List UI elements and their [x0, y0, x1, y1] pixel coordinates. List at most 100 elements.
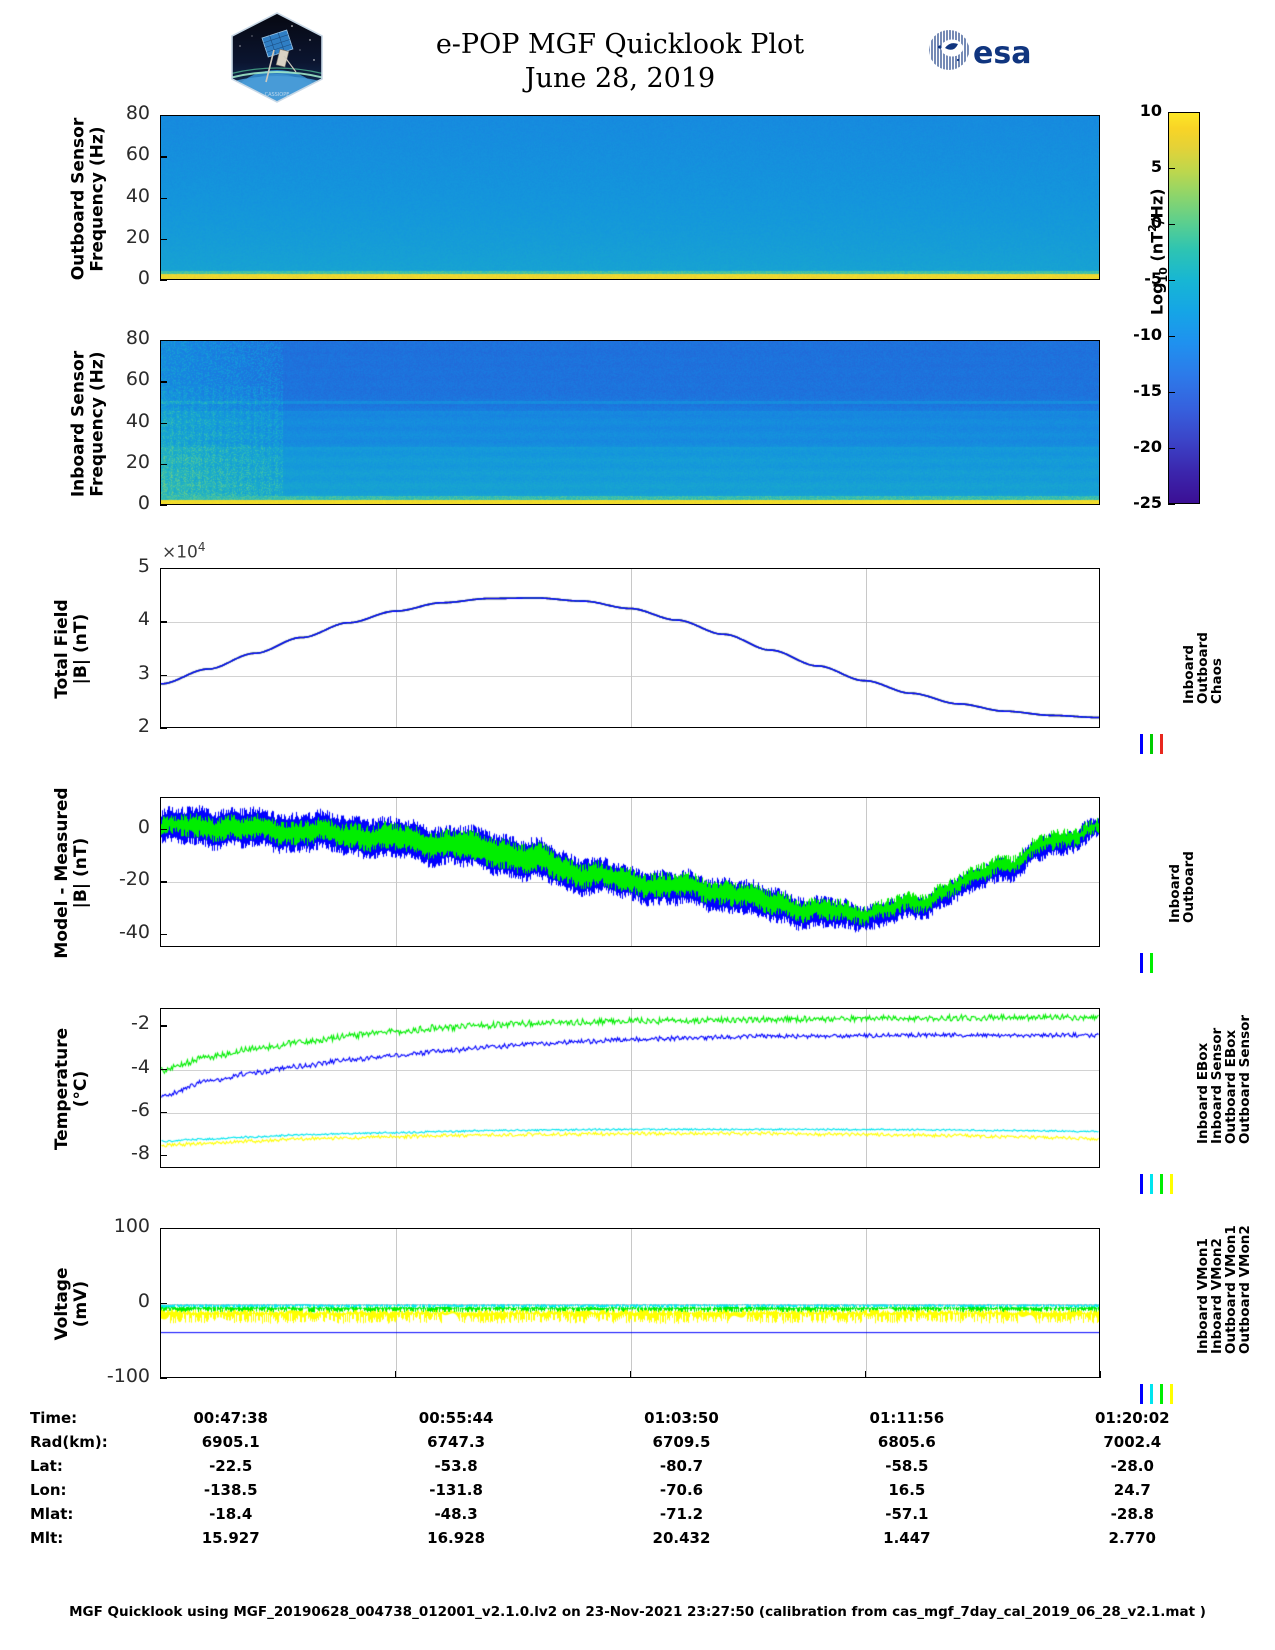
legend-swatches-temperature — [1140, 1174, 1173, 1194]
legend-color-swatch — [1160, 1384, 1163, 1404]
xaxis-row-label: Lat: — [30, 1457, 63, 1475]
ytick-mark — [160, 381, 167, 383]
xaxis-row-label: Rad(km): — [30, 1433, 108, 1451]
legend-swatches-model-minus-measured — [1140, 953, 1153, 973]
xaxis-table-row: Lon: -138.5 -131.8 -70.6 16.5 24.7 — [30, 1478, 1245, 1502]
legend-color-swatch — [1160, 1174, 1163, 1194]
legend-entry-label: Outboard VMon1 — [1223, 1225, 1239, 1354]
legend-entry-label: Inboard Sensor — [1209, 1027, 1225, 1144]
xaxis-row-value: 15.927 — [201, 1529, 260, 1547]
legend-entry-label: Outboard VMon2 — [1237, 1225, 1253, 1354]
panel-ylabel-model-minus-measured: Model - Measured |B| (nT) — [52, 763, 91, 983]
legend-color-swatch — [1150, 1174, 1153, 1194]
ytick-label: 4 — [137, 608, 150, 631]
ylabel-line-2: |B| (nT) — [71, 837, 91, 909]
legend-model-minus-measured: Inboard Outboard — [1167, 851, 1197, 923]
colorbar-tick-mark — [1168, 112, 1175, 114]
xtick-mark — [630, 1371, 632, 1378]
ytick-label: 2 — [137, 715, 150, 737]
ytick-mark — [160, 1155, 167, 1157]
ytick-mark — [160, 463, 167, 466]
legend-temperature: Inboard EBox Inboard Sensor Outboard EBox O… — [1195, 1015, 1253, 1144]
xaxis-row-value: 01:11:56 — [869, 1409, 945, 1427]
ylabel-line-2: (°C) — [71, 1070, 91, 1108]
legend-swatches-voltage — [1140, 1384, 1173, 1404]
legend-voltage: Inboard VMon1 Inboard VMon2 Outboard VMon1… — [1195, 1225, 1253, 1354]
colorbar-tick-label: 0 — [1150, 213, 1162, 232]
colorbar-tick-label: 10 — [1139, 101, 1162, 120]
panel-ylabel-voltage: Voltage (mV) — [52, 1194, 91, 1414]
xaxis-row-label: Lon: — [30, 1481, 67, 1499]
colorbar-tick-mark — [1168, 336, 1175, 338]
colorbar-tick-label: 5 — [1150, 157, 1162, 176]
page-title-block: e-POP MGF Quicklook Plot June 28, 2019 — [330, 28, 910, 96]
ytick-label: -40 — [118, 920, 150, 943]
ytick-mark — [160, 197, 167, 199]
colorbar-tick-label: -10 — [1133, 325, 1162, 344]
esa-wordmark: esa — [973, 36, 1031, 71]
ytick-mark — [160, 1303, 167, 1305]
ytick-mark — [160, 280, 167, 282]
xaxis-row-value: -71.2 — [659, 1505, 704, 1523]
ytick-label: -6 — [131, 1098, 150, 1121]
panel-inboard-spectrogram — [160, 340, 1100, 505]
footer-note: MGF Quicklook using MGF_20190628_004738_… — [69, 1604, 1206, 1620]
colorbar — [1168, 112, 1200, 504]
xaxis-table-row: Rad(km): 6905.1 6747.3 6709.5 6805.6 7002.4 — [30, 1430, 1245, 1454]
ytick-label: 60 — [125, 143, 150, 166]
colorbar-title: Log10 (nT2/Hz) — [1146, 188, 1170, 316]
colorbar-tick-mark — [1168, 280, 1175, 282]
panel-outboard-spectrogram — [160, 115, 1100, 280]
ytick-label: -100 — [106, 1365, 150, 1387]
legend-color-swatch — [1160, 734, 1163, 754]
legend-entry-label: Chaos — [1209, 658, 1225, 704]
xaxis-row-label: Mlat: — [30, 1505, 74, 1523]
ytick-mark — [160, 340, 167, 342]
xaxis-row-value: 16.5 — [888, 1481, 926, 1499]
xaxis-row-value: -28.8 — [1110, 1505, 1154, 1523]
xaxis-row-value: -53.8 — [434, 1457, 478, 1475]
legend-color-swatch — [1140, 734, 1143, 754]
ytick-mark — [160, 1228, 167, 1230]
page-date: June 28, 2019 — [524, 62, 716, 94]
xtick-mark — [160, 1371, 162, 1378]
xaxis-row-label: Time: — [30, 1409, 78, 1427]
ytick-mark — [160, 728, 167, 730]
panel-total-field — [160, 568, 1100, 728]
legend-color-swatch — [1150, 734, 1153, 754]
exponent-power: 4 — [197, 540, 206, 554]
xaxis-row-value: -28.0 — [1110, 1457, 1154, 1475]
colorbar-tick-mark — [1168, 448, 1175, 450]
legend-color-swatch — [1140, 1384, 1143, 1404]
ytick-label: 0 — [137, 267, 150, 289]
xaxis-row-value: -22.5 — [209, 1457, 253, 1475]
plot-canvas — [161, 116, 1099, 279]
cassiope-mission-logo: CASSIOPE — [222, 10, 332, 105]
xtick-mark — [1100, 1371, 1102, 1378]
ytick-label: -8 — [131, 1142, 150, 1165]
plot-canvas — [161, 1229, 1099, 1377]
ytick-label: 5 — [137, 555, 150, 577]
legend-entry-label: Inboard EBox — [1195, 1042, 1211, 1144]
ytick-mark — [160, 621, 167, 623]
legend-swatches-total-field — [1140, 734, 1163, 754]
ytick-label: 40 — [125, 409, 150, 432]
xaxis-row-value: 6805.6 — [877, 1433, 936, 1451]
ylabel-line-2: (mV) — [71, 1280, 91, 1328]
colorbar-tick-mark — [1168, 504, 1175, 506]
plot-canvas — [161, 1009, 1099, 1167]
ytick-label: 0 — [137, 1290, 150, 1312]
ytick-mark — [160, 156, 167, 158]
legend-total-field: Inboard Outboard Chaos — [1181, 632, 1225, 704]
panel-voltage — [160, 1228, 1100, 1378]
xtick-mark — [395, 1371, 397, 1378]
colorbar-tick-label: -25 — [1133, 493, 1162, 512]
xaxis-row-value: 16.928 — [427, 1529, 486, 1547]
colorbar-tick-mark — [1168, 168, 1175, 170]
xaxis-row-value: -131.8 — [429, 1481, 483, 1499]
ylabel-line-1: Outboard Sensor — [67, 117, 88, 280]
legend-entry-label: Outboard — [1181, 851, 1197, 923]
ytick-label: 40 — [125, 184, 150, 207]
xaxis-row-value: -80.7 — [659, 1457, 704, 1475]
ytick-label: 3 — [137, 661, 150, 684]
